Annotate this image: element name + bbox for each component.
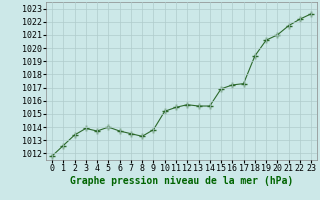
X-axis label: Graphe pression niveau de la mer (hPa): Graphe pression niveau de la mer (hPa)	[70, 176, 293, 186]
